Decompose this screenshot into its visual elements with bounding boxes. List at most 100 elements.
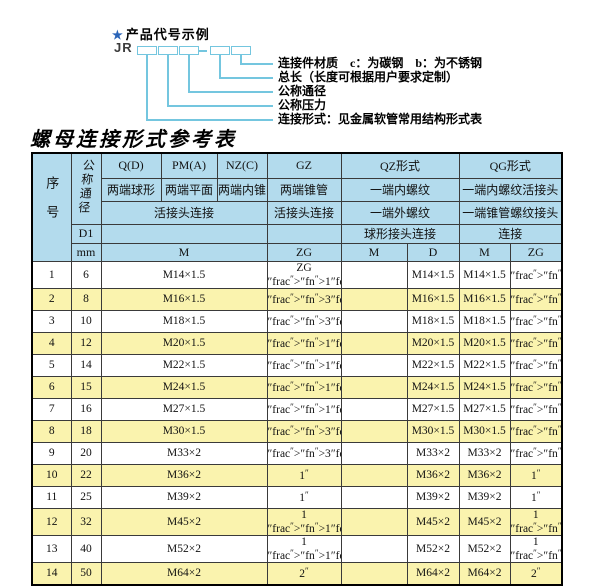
connector-line — [167, 55, 169, 105]
cell-qg_m: M30×1.5 — [458, 419, 511, 443]
cell-qz_m — [340, 331, 408, 355]
cell-qg_m: M52×2 — [458, 534, 511, 563]
cell-qz_d: M20×1.5 — [406, 331, 460, 355]
cell-qz_m — [340, 463, 408, 487]
header-gz: GZ — [266, 152, 342, 179]
cell-no: 8 — [31, 419, 72, 443]
cell-qg_m: M20×1.5 — [458, 331, 511, 355]
cell-m: M14×1.5 — [100, 260, 268, 289]
header-qg-desc3: 连接 — [458, 223, 563, 244]
cell-no: 3 — [31, 309, 72, 333]
header-empty-left — [100, 223, 268, 244]
cell-dn: 15 — [70, 375, 102, 399]
code-box-2 — [158, 46, 178, 55]
header-qz-d: D — [406, 242, 460, 262]
table-row: 514M22×1.5″frac″>″fn″>1″fd″>2″M22×1.5M22… — [31, 353, 563, 377]
header-qz-m: M — [340, 242, 408, 262]
cell-no: 14 — [31, 561, 72, 585]
cell-qz_m — [340, 397, 408, 421]
header-qg-desc1: 一端内螺纹活接头 — [458, 177, 563, 202]
header-qg-desc2: 一端锥管螺纹接头 — [458, 200, 563, 225]
cell-dn: 50 — [70, 561, 102, 585]
header-qz-desc3: 球形接头连接 — [340, 223, 460, 244]
header-row-3: 活接头连接 活接头连接 一端外螺纹 一端锥管螺纹接头 — [32, 200, 563, 225]
cell-qz_d: M27×1.5 — [406, 397, 460, 421]
cell-qg_m: M39×2 — [458, 485, 511, 509]
code-box-5 — [231, 46, 251, 55]
label-total-length: 总长（长度可根据用户要求定制） — [278, 70, 459, 84]
table-container: 序号 公称通径 Q(D) PM(A) NZ(C) GZ QZ形式 QG形式 两端… — [31, 152, 563, 586]
product-code-prefix: JR — [114, 40, 133, 55]
table-row: 11 25 M39×2 1″ M39×2 M39×2 1″ — [31, 485, 563, 509]
header-nz-desc: 两端内锥 — [216, 177, 268, 202]
cell-m: M39×2 — [100, 485, 268, 509]
table-row: 28M16×1.5″frac″>″fn″>3″fd″>8″M16×1.5M16×… — [31, 287, 563, 311]
connector-line — [188, 91, 273, 93]
header-row-5: mm M ZG M D M ZG — [32, 242, 563, 262]
cell-no: 10 — [31, 463, 72, 487]
connector-line — [219, 77, 273, 79]
header-pm-desc: 两端平面 — [160, 177, 218, 202]
label-material: 连接件材质 c：为碳钢 b：为不锈钢 — [278, 56, 483, 70]
connector-line — [146, 119, 273, 121]
header-empty-gz — [266, 223, 342, 244]
table-row: 14 50 M64×2 2″ M64×2 M64×2 2″ — [31, 561, 563, 585]
header-pm: PM(A) — [160, 152, 218, 179]
cell-no: 11 — [31, 485, 72, 509]
cell-dn: 6 — [70, 260, 102, 289]
cell-m: M20×1.5 — [100, 331, 268, 355]
cell-gz: 1″ — [266, 463, 342, 487]
cell-qz_d: M16×1.5 — [406, 287, 460, 311]
header-mm: mm — [70, 242, 102, 262]
table-row: 818M30×1.5″frac″>″fn″>3″fd″>4″M30×1.5M30… — [31, 419, 563, 443]
cell-qz_m — [340, 309, 408, 333]
cell-qz_m — [340, 353, 408, 377]
cell-gz: 1 ″frac″>″fn″>1″fd″>4″ — [266, 507, 342, 536]
header-qg-m: M — [458, 242, 511, 262]
cell-m: M45×2 — [100, 507, 268, 536]
table-row: 10 22 M36×2 1″ M36×2 M36×2 1″ — [31, 463, 563, 487]
catalog-page: { "diagram": { "star": "★", "title": "产品… — [30, 27, 563, 586]
cell-qg_zg: ″frac″>″fn″>3″fd″>8″ — [509, 309, 563, 333]
cell-qz_d: M64×2 — [406, 561, 460, 585]
cell-no: 2 — [31, 287, 72, 311]
header-qg-zg: ZG — [509, 242, 563, 262]
code-dash — [199, 50, 207, 52]
cell-qg_m: M16×1.5 — [458, 287, 511, 311]
cell-gz: ″frac″>″fn″>1″fd″>2″ — [266, 353, 342, 377]
cell-qg_m: M33×2 — [458, 441, 511, 465]
cell-m: M22×1.5 — [100, 353, 268, 377]
table-row: 310M18×1.5″frac″>″fn″>3″fd″>8″M18×1.5M18… — [31, 309, 563, 333]
label-nominal-diameter: 公称通径 — [278, 84, 327, 98]
cell-qz_d: M30×1.5 — [406, 419, 460, 443]
label-nominal-pressure: 公称压力 — [278, 98, 327, 112]
cell-qg_zg: ″frac″>″fn″>3″fd″>4″ — [509, 441, 563, 465]
cell-gz: ″frac″>″fn″>3″fd″>8″ — [266, 287, 342, 311]
header-qg-form: QG形式 — [458, 152, 563, 179]
cell-qz_d: M52×2 — [406, 534, 460, 563]
diagram-title-text: 产品代号示例 — [125, 27, 210, 42]
connector-line — [240, 55, 242, 63]
cell-qz_d: M45×2 — [406, 507, 460, 536]
header-qz-form: QZ形式 — [340, 152, 460, 179]
cell-qz_d: M14×1.5 — [406, 260, 460, 289]
cell-dn: 10 — [70, 309, 102, 333]
cell-qg_m: M14×1.5 — [458, 260, 511, 289]
header-row-2: 两端球形 两端平面 两端内锥 两端锥管 一端内螺纹 一端内螺纹活接头 — [32, 177, 563, 202]
cell-m: M64×2 — [100, 561, 268, 585]
header-q-desc: 两端球形 — [100, 177, 162, 202]
connector-line — [219, 55, 221, 77]
cell-dn: 20 — [70, 441, 102, 465]
header-m-span: M — [100, 242, 268, 262]
cell-gz: ″frac″>″fn″>1″fd″>2″ — [266, 375, 342, 399]
cell-qz_m — [340, 441, 408, 465]
cell-m: M24×1.5 — [100, 375, 268, 399]
cell-qz_m — [340, 485, 408, 509]
code-box-1 — [137, 46, 157, 55]
header-d1: D1 — [70, 223, 102, 244]
header-union-gz: 活接头连接 — [266, 200, 342, 225]
cell-qg_m: M64×2 — [458, 561, 511, 585]
